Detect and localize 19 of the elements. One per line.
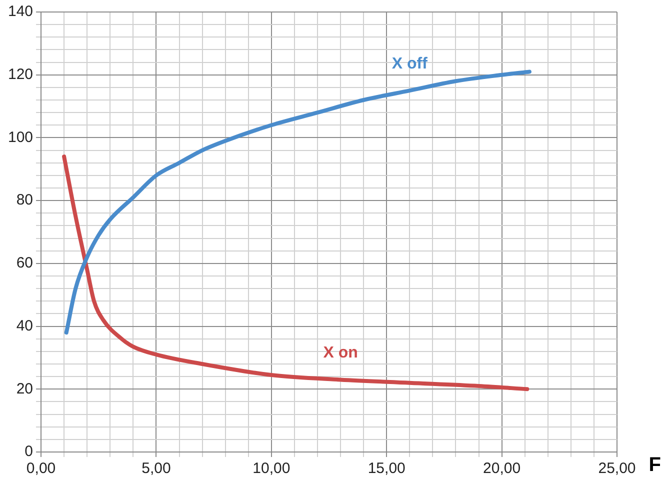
y-tick-label: 20 xyxy=(16,380,34,398)
y-tick-label: 0 xyxy=(24,443,34,460)
y-tick-label: 80 xyxy=(16,192,34,209)
x-axis-title: F xyxy=(648,454,661,477)
y-tick-label: 100 xyxy=(8,128,34,146)
x-tick-label: 20,00 xyxy=(483,460,521,478)
line-series xyxy=(64,70,532,335)
series-label: X off xyxy=(392,56,428,73)
y-tick-label: 140 xyxy=(8,3,34,20)
x-tick-label: 10,00 xyxy=(252,460,290,478)
x-tick-label: 0,00 xyxy=(26,460,56,478)
line-series xyxy=(62,154,530,392)
y-tick-label: 40 xyxy=(16,317,34,334)
y-tick-label: 120 xyxy=(8,66,34,83)
y-tick-label: 60 xyxy=(16,254,34,272)
series-label: X on xyxy=(323,344,358,362)
x-tick-label: 15,00 xyxy=(368,460,406,478)
x-tick-label: 5,00 xyxy=(142,460,171,478)
x-tick-label: 25,00 xyxy=(598,460,636,478)
